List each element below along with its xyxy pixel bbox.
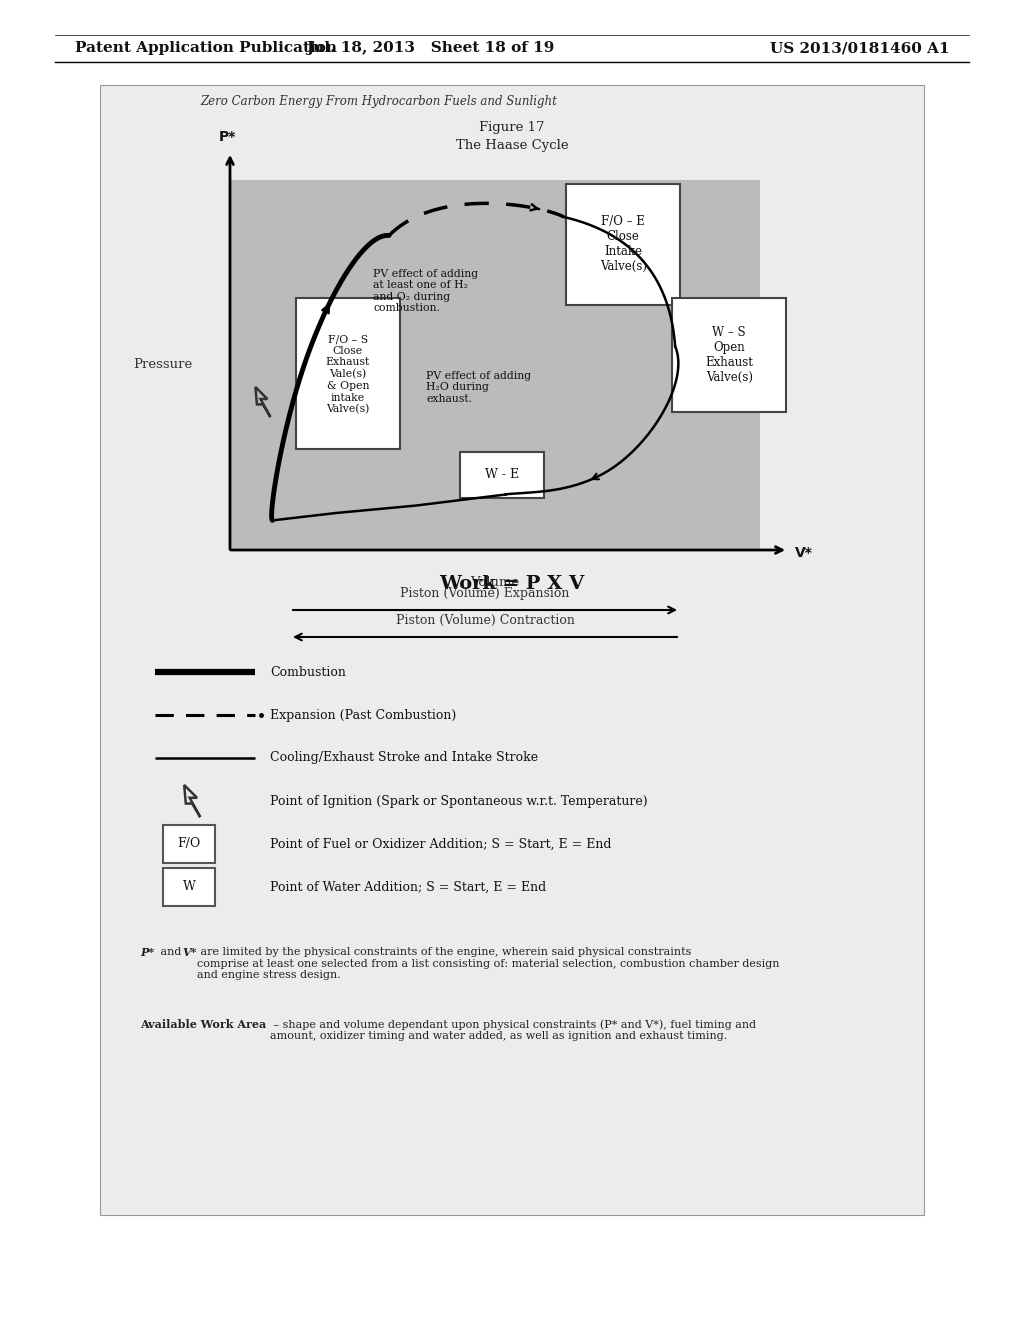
- Text: Work = P X V: Work = P X V: [439, 576, 585, 593]
- Text: P*: P*: [218, 129, 236, 144]
- Text: F/O – E
Close
Intake
Valve(s): F/O – E Close Intake Valve(s): [600, 215, 647, 273]
- FancyBboxPatch shape: [163, 825, 215, 863]
- Text: Cooling/Exhaust Stroke and Intake Stroke: Cooling/Exhaust Stroke and Intake Stroke: [270, 751, 539, 764]
- Text: F/O: F/O: [177, 837, 201, 850]
- Text: Point of Ignition (Spark or Spontaneous w.r.t. Temperature): Point of Ignition (Spark or Spontaneous …: [270, 795, 647, 808]
- FancyBboxPatch shape: [163, 869, 215, 906]
- Text: Combustion: Combustion: [270, 665, 346, 678]
- Text: V*: V*: [182, 946, 197, 958]
- Text: Point of Fuel or Oxidizer Addition; S = Start, E = End: Point of Fuel or Oxidizer Addition; S = …: [270, 837, 611, 850]
- Text: Piston (Volume) Expansion: Piston (Volume) Expansion: [400, 587, 569, 601]
- Text: are limited by the physical constraints of the engine, wherein said physical con: are limited by the physical constraints …: [197, 946, 779, 981]
- Text: V*: V*: [795, 546, 813, 560]
- FancyBboxPatch shape: [296, 298, 400, 449]
- Text: W: W: [182, 880, 196, 894]
- Text: Zero Carbon Energy From Hydrocarbon Fuels and Sunlight: Zero Carbon Energy From Hydrocarbon Fuel…: [200, 95, 557, 108]
- Text: P*: P*: [140, 946, 155, 958]
- Text: Point of Water Addition; S = Start, E = End: Point of Water Addition; S = Start, E = …: [270, 880, 546, 894]
- Text: Available Work Area: Available Work Area: [140, 1019, 266, 1030]
- Text: Pressure: Pressure: [133, 359, 193, 371]
- Text: US 2013/0181460 A1: US 2013/0181460 A1: [770, 41, 950, 55]
- Text: – shape and volume dependant upon physical constraints (P* and V*), fuel timing : – shape and volume dependant upon physic…: [270, 1019, 756, 1041]
- Text: PV effect of adding
at least one of H₂
and O₂ during
combustion.: PV effect of adding at least one of H₂ a…: [373, 268, 478, 313]
- FancyBboxPatch shape: [672, 298, 786, 412]
- Text: PV effect of adding
H₂O during
exhaust.: PV effect of adding H₂O during exhaust.: [426, 371, 531, 404]
- Text: The Haase Cycle: The Haase Cycle: [456, 140, 568, 153]
- Text: Figure 17: Figure 17: [479, 120, 545, 133]
- Text: Expansion (Past Combustion): Expansion (Past Combustion): [270, 709, 457, 722]
- Text: F/O – S
Close
Exhaust
Vale(s)
& Open
intake
Valve(s): F/O – S Close Exhaust Vale(s) & Open int…: [326, 334, 370, 414]
- Text: Jul. 18, 2013   Sheet 18 of 19: Jul. 18, 2013 Sheet 18 of 19: [306, 41, 554, 55]
- Text: Piston (Volume) Contraction: Piston (Volume) Contraction: [395, 614, 574, 627]
- FancyBboxPatch shape: [566, 183, 680, 305]
- FancyBboxPatch shape: [100, 84, 924, 1214]
- FancyBboxPatch shape: [230, 180, 760, 550]
- Text: W - E: W - E: [485, 469, 519, 480]
- Text: Patent Application Publication: Patent Application Publication: [75, 41, 337, 55]
- Text: and: and: [157, 946, 185, 957]
- FancyBboxPatch shape: [460, 451, 544, 498]
- Text: W – S
Open
Exhaust
Valve(s): W – S Open Exhaust Valve(s): [706, 326, 753, 384]
- Text: Volume: Volume: [470, 576, 519, 589]
